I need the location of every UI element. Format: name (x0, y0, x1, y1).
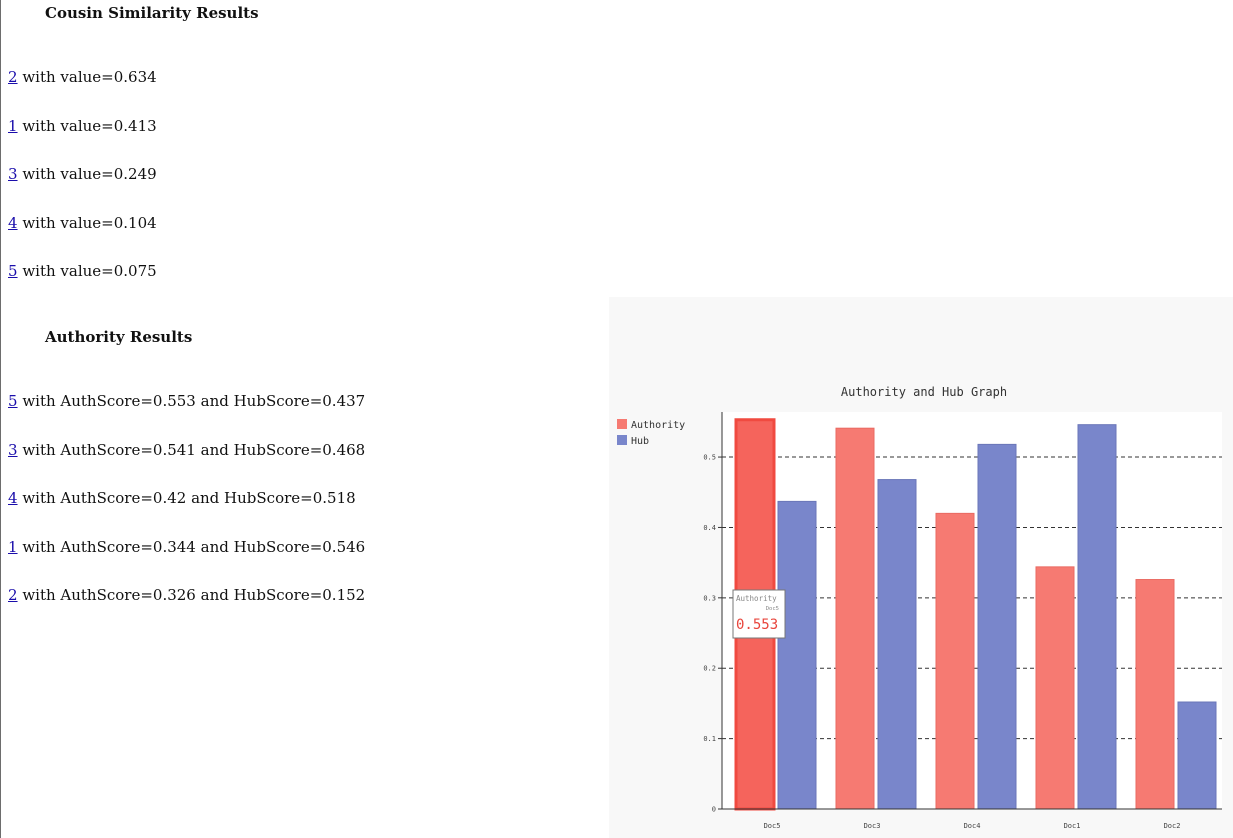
y-tick-labels: 0 0.1 0.2 0.3 0.4 0.5 (703, 454, 722, 814)
x-tick-label: Doc5 (764, 822, 781, 830)
authority-result-link[interactable]: 5 (8, 392, 18, 410)
left-border (0, 0, 1, 838)
cousin-result-link[interactable]: 5 (8, 262, 18, 280)
cousin-results-title: Cousin Similarity Results (45, 4, 259, 22)
cousin-result-text: with value=0.075 (17, 262, 157, 280)
y-tick-label: 0.3 (703, 594, 716, 602)
cousin-result-link[interactable]: 3 (8, 165, 18, 183)
y-tick-label: 0.2 (703, 665, 716, 673)
y-tick-label: 0.5 (703, 454, 716, 462)
x-tick-label: Doc4 (964, 822, 981, 830)
authority-result-row: 5 with AuthScore=0.553 and HubScore=0.43… (8, 392, 365, 410)
cousin-result-text: with value=0.249 (17, 165, 157, 183)
cousin-result-row: 5 with value=0.075 (8, 262, 157, 280)
hub-bar[interactable] (777, 500, 817, 810)
legend-label[interactable]: Authority (631, 420, 685, 431)
cousin-result-row: 3 with value=0.249 (8, 165, 157, 183)
legend-swatch (617, 419, 627, 429)
cousin-result-link[interactable]: 2 (8, 68, 18, 86)
tooltip-value: 0.553 (736, 617, 778, 633)
authority-result-text: with AuthScore=0.344 and HubScore=0.546 (17, 538, 366, 556)
chart-legend[interactable]: Authority Hub (617, 419, 685, 447)
authority-result-row: 4 with AuthScore=0.42 and HubScore=0.518 (8, 489, 356, 507)
hub-bar[interactable] (977, 443, 1017, 810)
authority-bar[interactable] (935, 512, 975, 810)
hub-bar[interactable] (1177, 701, 1217, 810)
cousin-result-link[interactable]: 4 (8, 214, 18, 232)
x-tick-label: Doc1 (1064, 822, 1081, 830)
y-tick-label: 0.1 (703, 735, 716, 743)
authority-result-text: with AuthScore=0.541 and HubScore=0.468 (17, 441, 366, 459)
authority-hub-chart: Authority and Hub Graph Authority Hub 0 0.… (609, 297, 1233, 838)
cousin-result-link[interactable]: 1 (8, 117, 18, 135)
authority-result-text: with AuthScore=0.42 and HubScore=0.518 (17, 489, 356, 507)
chart-tooltip: Authority Doc5 0.553 (732, 589, 786, 639)
tooltip-series: Authority (736, 594, 777, 603)
authority-result-link[interactable]: 1 (8, 538, 18, 556)
authority-result-link[interactable]: 3 (8, 441, 18, 459)
chart-svg: Authority and Hub Graph Authority Hub 0 0.… (617, 385, 1222, 830)
authority-result-link[interactable]: 2 (8, 586, 18, 604)
x-tick-label: Doc2 (1164, 822, 1181, 830)
x-tick-label: Doc3 (864, 822, 881, 830)
tooltip-category: Doc5 (766, 606, 779, 612)
hub-bar[interactable] (1077, 424, 1117, 810)
x-tick-labels: Doc5 Doc3 Doc4 Doc1 Doc2 (764, 822, 1181, 830)
authority-result-row: 1 with AuthScore=0.344 and HubScore=0.54… (8, 538, 365, 556)
chart-title: Authority and Hub Graph (841, 385, 1007, 399)
authority-result-text: with AuthScore=0.326 and HubScore=0.152 (17, 586, 366, 604)
cousin-result-text: with value=0.634 (17, 68, 157, 86)
authority-result-row: 2 with AuthScore=0.326 and HubScore=0.15… (8, 586, 365, 604)
authority-result-row: 3 with AuthScore=0.541 and HubScore=0.46… (8, 441, 365, 459)
cousin-result-text: with value=0.104 (17, 214, 157, 232)
y-tick-label: 0 (712, 806, 716, 814)
hub-bar[interactable] (877, 479, 917, 810)
authority-bar[interactable] (835, 427, 875, 810)
authority-results-title: Authority Results (45, 328, 193, 346)
legend-label[interactable]: Hub (631, 436, 649, 447)
cousin-result-row: 2 with value=0.634 (8, 68, 157, 86)
legend-swatch (617, 435, 627, 445)
tooltip-box (732, 589, 786, 639)
authority-bar[interactable] (1135, 579, 1175, 810)
authority-bar[interactable] (1035, 566, 1075, 810)
cousin-result-row: 1 with value=0.413 (8, 117, 157, 135)
y-tick-label: 0.4 (703, 524, 716, 532)
cousin-result-row: 4 with value=0.104 (8, 214, 157, 232)
cousin-result-text: with value=0.413 (17, 117, 157, 135)
authority-result-text: with AuthScore=0.553 and HubScore=0.437 (17, 392, 366, 410)
authority-result-link[interactable]: 4 (8, 489, 18, 507)
